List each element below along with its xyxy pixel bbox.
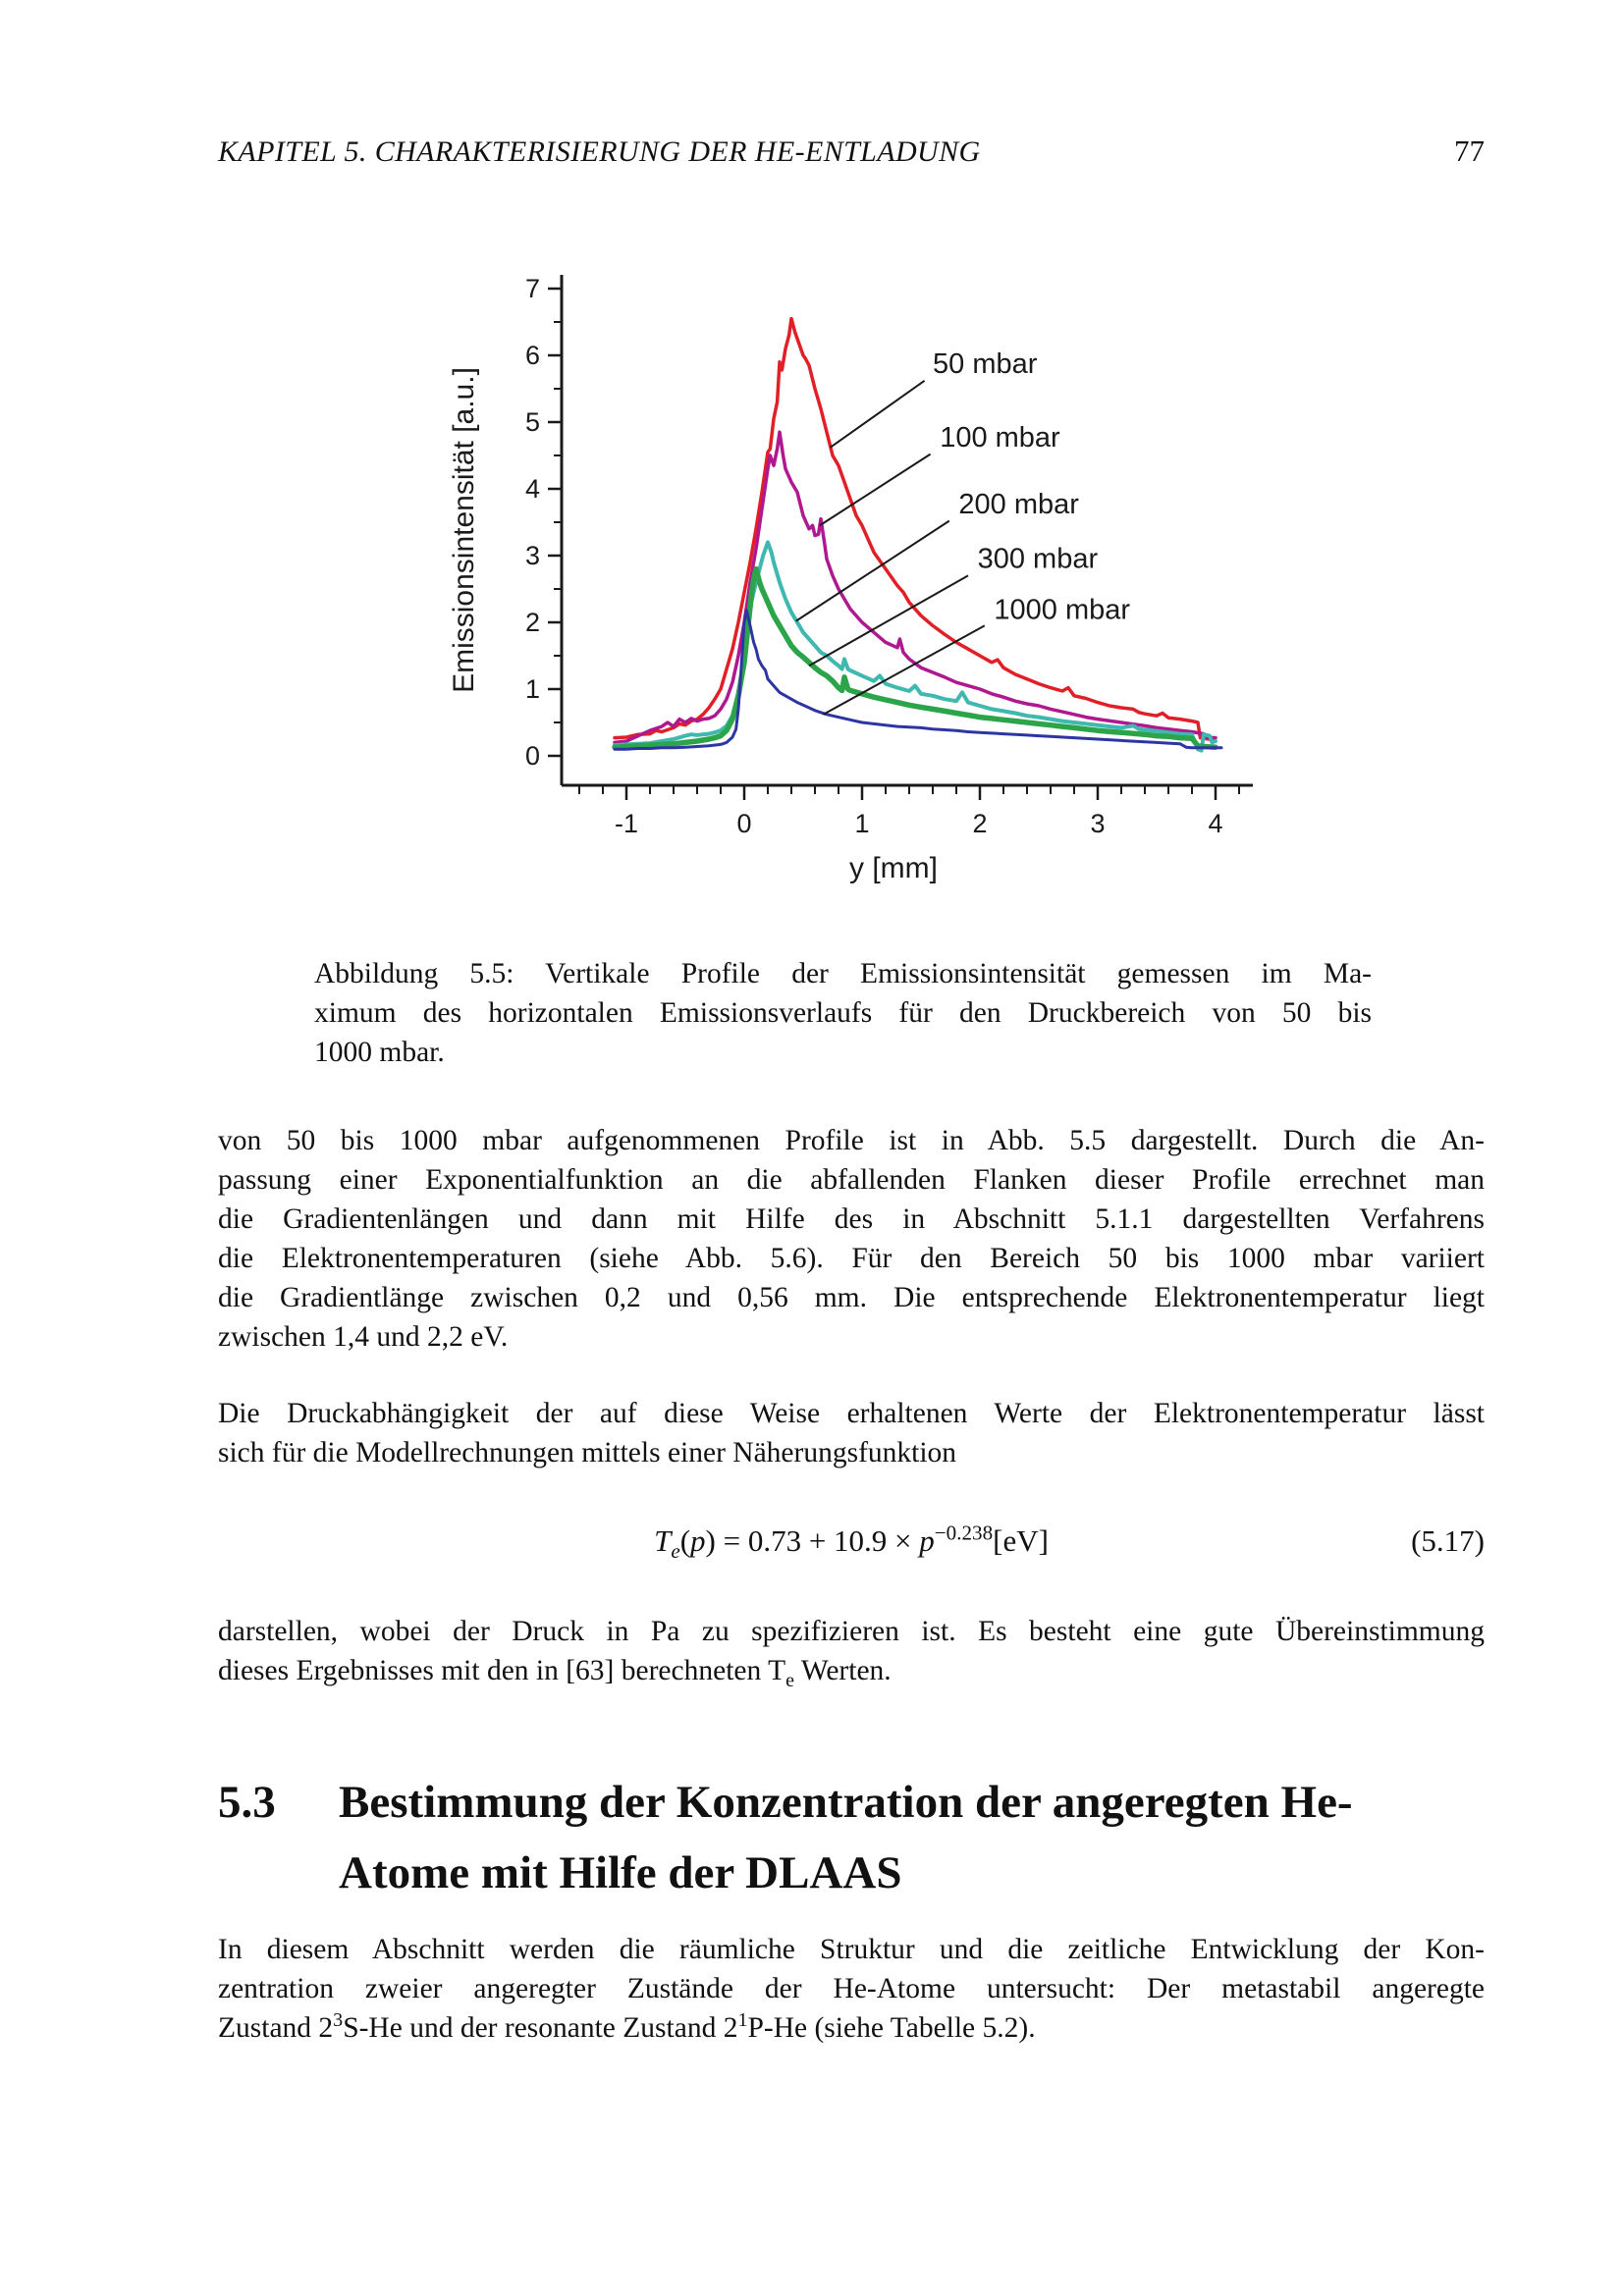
- page-header: KAPITEL 5. CHARAKTERISIERUNG DER HE-ENTL…: [218, 133, 1485, 169]
- paragraph-4: In diesem Abschnitt werden die räumliche…: [218, 1930, 1485, 2048]
- equation-exponent: −0.238: [934, 1521, 994, 1545]
- figure-caption: Abbildung 5.5: Vertikale Profile der Emi…: [314, 954, 1372, 1072]
- curve-100-mbar: [613, 430, 1217, 745]
- x-tick-label: 4: [1208, 809, 1222, 838]
- leader-line-200-mbar: [795, 519, 950, 622]
- equation-number: (5.17): [1411, 1523, 1485, 1558]
- series-label-300-mbar: 300 mbar: [978, 544, 1099, 575]
- equation-body: Te(p) = 0.73 + 10.9 × p−0.238[eV]: [654, 1521, 1049, 1564]
- text-line: Abbildung 5.5: Vertikale Profile der Emi…: [314, 958, 1372, 989]
- x-tick-label: -1: [615, 809, 638, 838]
- section-title-line1: Bestimmung der Konzentration der angereg…: [339, 1777, 1353, 1828]
- text-line: ximum des horizontalen Emissionsverlaufs…: [314, 997, 1372, 1029]
- y-tick-label: 1: [525, 674, 540, 704]
- section-title-line2: Atome mit Hilfe der DLAAS: [339, 1847, 902, 1898]
- paragraph-3: darstellen, wobei der Druck in Pa zu spe…: [218, 1612, 1485, 1690]
- x-tick-label: 0: [736, 809, 751, 838]
- leader-line-1000-mbar: [822, 624, 986, 716]
- section-title: Bestimmung der Konzentration der angereg…: [339, 1767, 1494, 1908]
- text-line: die Gradientenlängen und dann mit Hilfe …: [218, 1203, 1485, 1235]
- running-header-title: KAPITEL 5. CHARAKTERISIERUNG DER HE-ENTL…: [218, 135, 981, 168]
- series-label-1000-mbar: 1000 mbar: [994, 594, 1130, 625]
- x-axis-label: y [mm]: [849, 852, 938, 884]
- emission-chart-svg: -1 0 1 2 3 4 0 1 2 3 4 5 6 7 y [mm] Emissionsintensität…: [448, 274, 1253, 884]
- y-tick-label: 7: [525, 274, 540, 303]
- series-label-200-mbar: 200 mbar: [958, 489, 1079, 520]
- y-tick-label: 4: [525, 474, 540, 504]
- y-tick-label: 0: [525, 741, 540, 771]
- x-tick-label: 3: [1090, 809, 1105, 838]
- x-tick-label: 2: [972, 809, 987, 838]
- x-tick-label: 1: [854, 809, 869, 838]
- equation-sub-e: e: [671, 1539, 680, 1564]
- y-tick-label: 3: [525, 541, 540, 570]
- curve-300-mbar: [612, 565, 1218, 750]
- leader-line-100-mbar: [819, 453, 932, 527]
- text-line: dieses Ergebnisses mit den in [63] berec…: [218, 1655, 892, 1691]
- equation-5-17: Te(p) = 0.73 + 10.9 × p−0.238[eV] (5.17): [218, 1521, 1485, 1578]
- text-line: Zustand 23S-He und der resonante Zustand…: [218, 2009, 1036, 2044]
- curve-1000-mbar: [613, 609, 1223, 751]
- text-line: die Elektronentemperaturen (siehe Abb. 5…: [218, 1243, 1485, 1274]
- text-line: 1000 mbar.: [314, 1037, 445, 1068]
- text-line: zwischen 1,4 und 2,2 eV.: [218, 1321, 509, 1353]
- text-line: zentration zweier angeregter Zustände de…: [218, 1973, 1485, 2004]
- y-tick-label: 2: [525, 608, 540, 637]
- text-line: die Gradientlänge zwischen 0,2 und 0,56 …: [218, 1282, 1485, 1313]
- page-number: 77: [1454, 133, 1485, 168]
- section-heading: 5.3 Bestimmung der Konzentration der ang…: [218, 1767, 1494, 1908]
- y-tick-label: 5: [525, 407, 540, 437]
- series-label-50-mbar: 50 mbar: [933, 348, 1038, 380]
- emission-profile-figure: -1 0 1 2 3 4 0 1 2 3 4 5 6 7 y [mm] Emissionsintensität…: [422, 247, 1257, 895]
- text-line: darstellen, wobei der Druck in Pa zu spe…: [218, 1616, 1485, 1647]
- paragraph-1: von 50 bis 1000 mbar aufgenommenen Profi…: [218, 1121, 1485, 1357]
- equation-unit: [eV]: [993, 1523, 1049, 1558]
- text-line: Die Druckabhängigkeit der auf diese Weis…: [218, 1398, 1485, 1429]
- series-label-100-mbar: 100 mbar: [940, 422, 1060, 454]
- text-line: passung einer Exponentialfunktion an die…: [218, 1164, 1485, 1196]
- text-line: In diesem Abschnitt werden die räumliche…: [218, 1934, 1485, 1965]
- paragraph-2: Die Druckabhängigkeit der auf diese Weis…: [218, 1394, 1485, 1472]
- y-tick-label: 6: [525, 341, 540, 370]
- equation-T: T: [654, 1523, 672, 1558]
- leader-line-300-mbar: [808, 574, 969, 667]
- section-number: 5.3: [218, 1777, 276, 1828]
- y-axis-label: Emissionsintensität [a.u.]: [448, 367, 480, 693]
- curve-50-mbar: [613, 316, 1217, 743]
- text-line: sich für die Modellrechnungen mittels ei…: [218, 1437, 957, 1468]
- leader-line-50-mbar: [830, 380, 926, 449]
- text-line: von 50 bis 1000 mbar aufgenommenen Profi…: [218, 1125, 1485, 1156]
